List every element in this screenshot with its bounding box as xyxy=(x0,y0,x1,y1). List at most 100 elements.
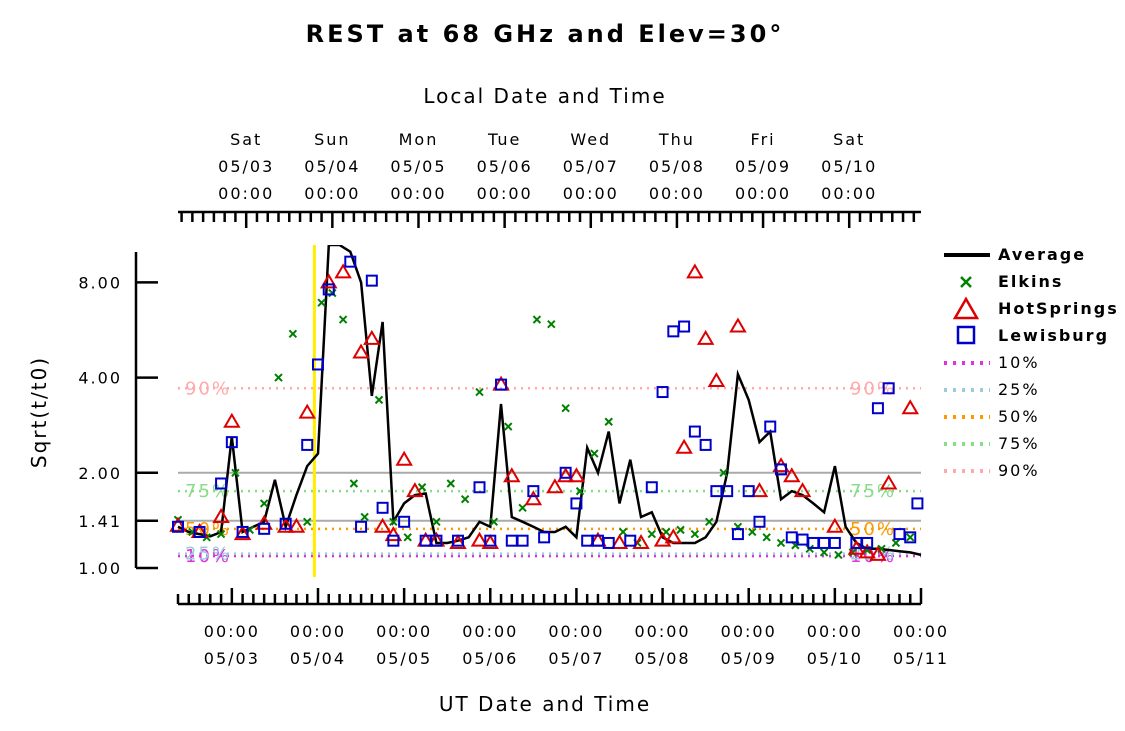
hotsprings-point-41 xyxy=(793,482,812,498)
hotsprings-point-8 xyxy=(298,403,316,419)
percentile-label-left-0: 10% xyxy=(185,546,231,567)
lewisburg-point-7 xyxy=(301,438,314,451)
elkins-point-38-b xyxy=(705,517,714,526)
lewisburg-point-51 xyxy=(861,536,874,549)
legend-swatch-elkins-b xyxy=(960,276,972,288)
hotsprings-point-42 xyxy=(826,517,844,533)
hotsprings-point-40 xyxy=(783,467,801,483)
lewisburg-point-36 xyxy=(688,425,701,438)
hotsprings-point-20 xyxy=(470,531,489,547)
lewisburg-point-14 xyxy=(387,534,400,547)
hotsprings-point-34 xyxy=(686,263,704,279)
legend-label-lewisburg: Lewisburg xyxy=(998,326,1109,345)
y-tick-label-4: 8.00 xyxy=(78,273,122,292)
elkins-point-9-b xyxy=(303,517,312,526)
hotsprings-point-32 xyxy=(664,528,683,544)
axes: 1.00 1.41 2.00 4.00 8.00 00:00 05/03 00:00 05/04… xyxy=(78,130,949,668)
lewisburg-point-46 xyxy=(796,533,809,546)
elkins-point-34-b xyxy=(647,529,657,539)
elkins-point-47 xyxy=(834,550,843,560)
lewisburg-point-23 xyxy=(516,534,529,547)
lewisburg-point-34 xyxy=(667,325,680,338)
elkins-point-29 xyxy=(575,486,585,496)
hotsprings-point-23 xyxy=(503,467,521,483)
x-tick-label-date-1: 05/04 xyxy=(290,649,346,668)
hotsprings-point-5 xyxy=(255,514,273,530)
percentile-label-right-4: 90% xyxy=(850,378,896,399)
legend-label-pct-2: 50% xyxy=(998,407,1040,426)
lewisburg-point-3 xyxy=(225,436,238,449)
hotsprings-point-33 xyxy=(675,438,693,454)
x2-tick-label-day-6: Fri xyxy=(751,130,776,149)
lewisburg-point-10 xyxy=(344,255,357,268)
chart-title: REST at 68 GHz and Elev=30° xyxy=(306,20,785,48)
hotsprings-point-12 xyxy=(363,329,381,345)
elkins-point-15 xyxy=(374,395,384,405)
legend-swatch-lewisburg xyxy=(956,325,976,345)
series-lewisburg xyxy=(172,255,924,549)
lewisburg-point-26 xyxy=(559,466,572,479)
hotsprings-point-21 xyxy=(481,533,500,549)
elkins-point-37-b xyxy=(690,529,700,539)
elkins-point-26 xyxy=(532,315,542,324)
x2-tick-label-date-1: 05/04 xyxy=(304,157,360,176)
y-axis-title: Sqrt(t/t0) xyxy=(27,356,51,468)
hotsprings-point-29 xyxy=(610,533,629,549)
elkins-point-12 xyxy=(338,315,348,324)
elkins-point-7 xyxy=(274,373,283,382)
elkins-point-13 xyxy=(349,479,359,488)
percentile-label-right-2: 50% xyxy=(850,519,896,540)
percentile-label-left-1: 25% xyxy=(185,544,231,565)
elkins-point-18 xyxy=(417,483,427,492)
elkins-point-43 xyxy=(776,538,786,548)
elkins-point-24-b xyxy=(504,422,513,431)
x-tick-label-time-5: 00:00 xyxy=(635,622,691,641)
elkins-point-3 xyxy=(216,529,226,539)
x-tick-label-time-2: 00:00 xyxy=(376,622,432,641)
hotsprings-point-47 xyxy=(901,399,919,415)
legend-label-elkins: Elkins xyxy=(998,272,1063,291)
legend-label-pct-1: 25% xyxy=(998,380,1040,399)
hotsprings-point-25 xyxy=(546,478,564,494)
elkins-point-11 xyxy=(328,288,337,298)
elkins-point-19 xyxy=(432,517,441,526)
x-tick-label-date-2: 05/05 xyxy=(376,649,432,668)
x-tick-label-time-3: 00:00 xyxy=(462,622,518,641)
hotsprings-point-37 xyxy=(729,317,747,333)
elkins-point-22 xyxy=(475,387,484,397)
hotsprings-point-2 xyxy=(212,507,230,523)
hotsprings-point-35 xyxy=(696,329,715,345)
elkins-point-6 xyxy=(259,499,269,508)
elkins-point-8-b xyxy=(288,329,298,339)
elkins-point-27 xyxy=(547,319,556,329)
lewisburg-point-45 xyxy=(785,531,798,544)
x2-tick-label-date-5: 05/08 xyxy=(649,157,705,176)
x2-tick-label-time-4: 00:00 xyxy=(563,184,619,203)
hotsprings-point-7 xyxy=(287,517,306,533)
x2-tick-label-day-2: Mon xyxy=(399,130,439,149)
x-tick-label-time-8: 00:00 xyxy=(893,622,949,641)
elkins-point-23 xyxy=(489,517,499,526)
hotsprings-point-0 xyxy=(169,516,187,532)
x-tick-label-date-4: 05/07 xyxy=(548,649,604,668)
lewisburg-point-27 xyxy=(570,497,583,510)
hotsprings-point-3 xyxy=(223,412,241,428)
x2-tick-label-time-6: 00:00 xyxy=(735,184,791,203)
hotsprings-point-15 xyxy=(395,450,413,466)
elkins-point-36-b xyxy=(676,525,685,535)
elkins-point-41-b xyxy=(748,527,757,537)
elkins-point-21 xyxy=(460,495,470,504)
lewisburg-point-19 xyxy=(473,481,486,494)
elkins-point-14 xyxy=(360,512,369,522)
x2-tick-label-day-4: Wed xyxy=(570,130,611,149)
x-tick-label-time-7: 00:00 xyxy=(807,622,863,641)
series-line-average xyxy=(177,245,922,557)
hotsprings-point-27 xyxy=(567,467,586,483)
hotsprings-point-44 xyxy=(858,543,876,559)
reference-lines xyxy=(178,471,921,522)
x-tick-label-date-5: 05/08 xyxy=(635,649,691,668)
hotsprings-point-36 xyxy=(707,372,726,388)
lewisburg-point-38 xyxy=(710,485,723,498)
elkins-point-30-b xyxy=(590,449,599,458)
